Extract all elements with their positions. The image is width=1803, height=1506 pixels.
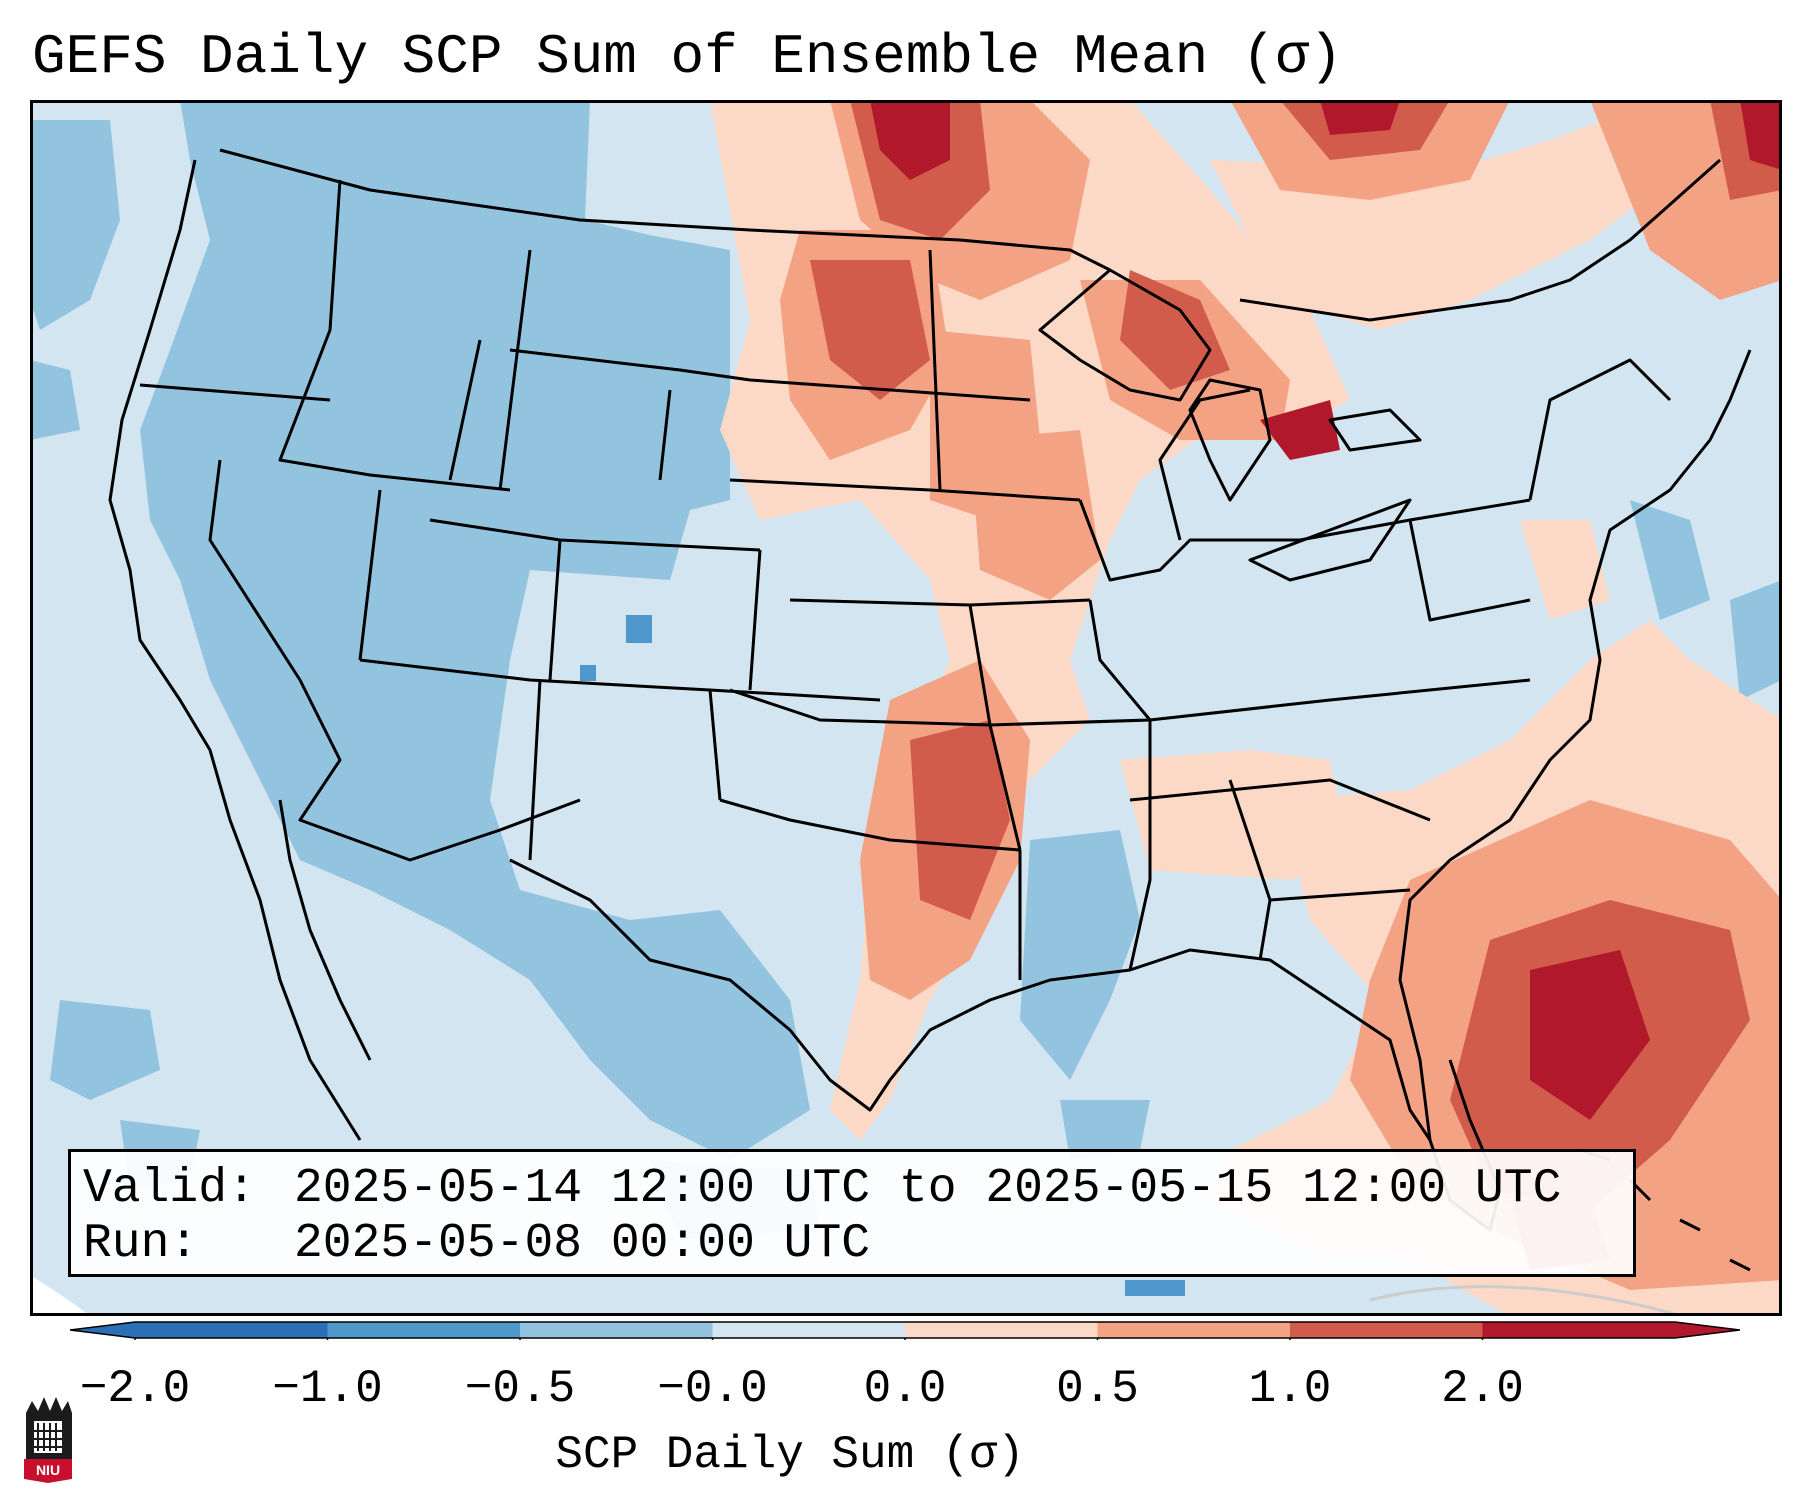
colorbar-segment — [1482, 1322, 1676, 1338]
valid-line: Valid: 2025-05-14 12:00 UTC to 2025-05-15… — [83, 1162, 1633, 1217]
strong-negative-cells — [580, 615, 1185, 1296]
run-label: Run: — [83, 1217, 199, 1271]
run-line: Run: 2025-05-08 00:00 UTC — [83, 1217, 1633, 1272]
colorbar-tick-label: −0.5 — [464, 1363, 576, 1415]
colorbar-tick-label: −0.0 — [657, 1363, 768, 1415]
extreme-positive-areas — [870, 100, 1782, 1120]
valid-label: Valid: — [83, 1162, 256, 1216]
logo-text: NIU — [36, 1462, 60, 1478]
colorbar-segment — [712, 1322, 906, 1338]
colorbar-label: SCP Daily Sum (σ) — [555, 1429, 1025, 1481]
colorbar-segment — [1097, 1322, 1291, 1338]
colorbar-tick-label: 1.0 — [1248, 1363, 1332, 1415]
map-frame — [30, 100, 1782, 1316]
state-boundaries — [108, 148, 1752, 1272]
niu-logo-icon: NIU — [24, 1397, 72, 1483]
colorbar-tick-label: 0.0 — [863, 1363, 947, 1415]
colorbar-segment — [327, 1322, 521, 1338]
valid-value: 2025-05-14 12:00 UTC to 2025-05-15 12:00… — [294, 1162, 1562, 1216]
cuba-outline — [1369, 1285, 1681, 1316]
projection-edge-left — [30, 1275, 90, 1316]
niu-logo: NIU — [20, 1393, 76, 1483]
colorbar-segment — [905, 1322, 1098, 1338]
colorbar — [69, 1320, 1741, 1340]
colorbar-svg — [69, 1321, 1741, 1340]
colorbar-tick-label: 2.0 — [1441, 1363, 1524, 1415]
colorbar-segment — [135, 1322, 328, 1338]
map-canvas — [30, 100, 1782, 1316]
colorbar-tick-label: −1.0 — [272, 1363, 383, 1415]
colorbar-extend-high — [1675, 1322, 1740, 1338]
colorbar-tick-label: −2.0 — [79, 1363, 191, 1415]
run-value: 2025-05-08 00:00 UTC — [294, 1217, 871, 1271]
colorbar-segment — [1290, 1322, 1483, 1338]
colorbar-tick-label: 0.5 — [1056, 1363, 1139, 1415]
colorbar-extend-low — [70, 1322, 135, 1338]
map-title: GEFS Daily SCP Sum of Ensemble Mean (σ) — [32, 25, 1343, 89]
map-panel — [30, 100, 1782, 1316]
validity-info-box: Valid: 2025-05-14 12:00 UTC to 2025-05-15… — [68, 1149, 1636, 1277]
colorbar-segment — [520, 1322, 713, 1338]
